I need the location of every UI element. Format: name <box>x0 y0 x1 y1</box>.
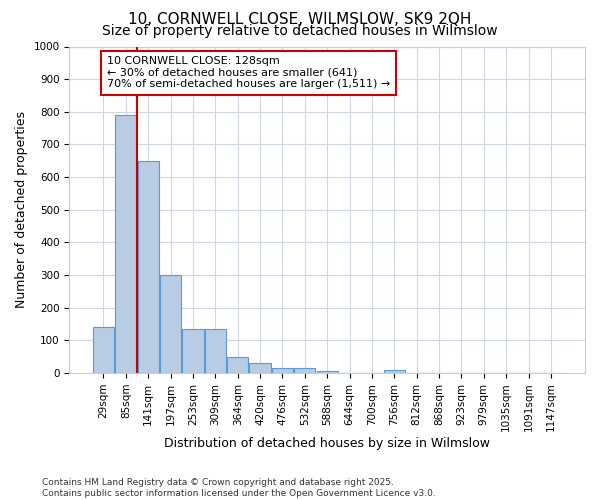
Bar <box>383 370 405 373</box>
Bar <box>115 115 136 373</box>
Text: 10 CORNWELL CLOSE: 128sqm
← 30% of detached houses are smaller (641)
70% of semi: 10 CORNWELL CLOSE: 128sqm ← 30% of detac… <box>107 56 390 90</box>
Bar <box>250 363 271 373</box>
Bar <box>227 356 248 373</box>
Text: 10, CORNWELL CLOSE, WILMSLOW, SK9 2QH: 10, CORNWELL CLOSE, WILMSLOW, SK9 2QH <box>128 12 472 28</box>
Bar <box>160 275 181 373</box>
Bar <box>182 329 203 373</box>
Y-axis label: Number of detached properties: Number of detached properties <box>15 111 28 308</box>
X-axis label: Distribution of detached houses by size in Wilmslow: Distribution of detached houses by size … <box>164 437 490 450</box>
Bar <box>294 368 316 373</box>
Bar <box>93 328 114 373</box>
Bar <box>205 329 226 373</box>
Text: Size of property relative to detached houses in Wilmslow: Size of property relative to detached ho… <box>102 24 498 38</box>
Bar <box>317 372 338 373</box>
Text: Contains HM Land Registry data © Crown copyright and database right 2025.
Contai: Contains HM Land Registry data © Crown c… <box>42 478 436 498</box>
Bar <box>137 161 159 373</box>
Bar <box>272 368 293 373</box>
